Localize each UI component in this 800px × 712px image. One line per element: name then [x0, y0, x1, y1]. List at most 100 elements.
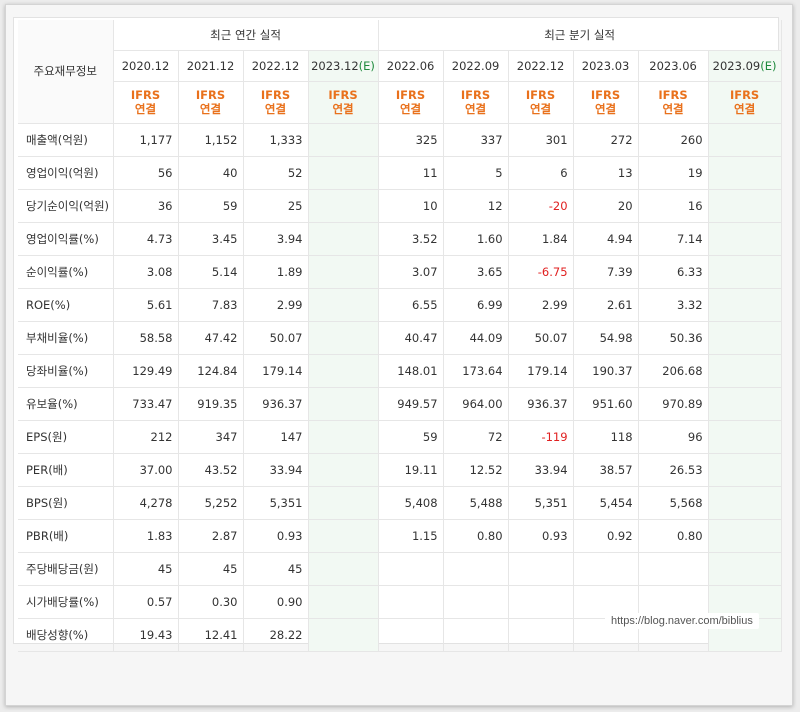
table-row: 배당성향(%) 19.43 12.41 28.22 [18, 618, 782, 652]
value-cell [708, 419, 782, 454]
value-cell: 1.15 [378, 519, 444, 553]
value-cell [308, 585, 379, 619]
period-date: 2022.09 [451, 58, 500, 73]
row-label: 유보율(%) [18, 387, 114, 421]
value-cell: 0.80 [638, 519, 709, 553]
row-label: 영업이익률(%) [18, 221, 114, 256]
value-cell: 40.47 [378, 320, 444, 355]
value-cell: 5,488 [443, 486, 509, 520]
row-label: BPS(원) [18, 486, 114, 520]
basis-header: IFRS 연결 [508, 81, 574, 124]
value-cell: 54.98 [573, 320, 639, 355]
period-date: 2022.12 [251, 58, 300, 73]
value-cell: 179.14 [243, 354, 309, 388]
value-cell: 50.07 [508, 320, 574, 355]
table-row: 부채비율(%) 58.58 47.42 50.07 40.47 44.09 50.07 54.… [18, 320, 782, 355]
value-cell: 936.37 [243, 387, 309, 421]
consolidated-label: 연결 [264, 102, 287, 116]
consolidated-label: 연결 [662, 102, 684, 116]
value-cell [638, 551, 709, 586]
value-cell: 337 [443, 122, 509, 157]
row-label: 당기순이익(억원) [18, 189, 114, 223]
value-cell: 6.55 [378, 288, 444, 322]
value-cell [378, 618, 444, 652]
period-date: 2023.12 [311, 58, 359, 73]
value-cell: 45 [243, 551, 309, 586]
table-row: 영업이익률(%) 4.73 3.45 3.94 3.52 1.60 1.84 4.94 7.14 [18, 221, 782, 256]
ifrs-label: IFRS [590, 88, 621, 102]
basis-header: IFRS 연결 [708, 81, 782, 124]
ifrs-label: IFRS [395, 88, 426, 102]
value-cell: 26.53 [638, 453, 709, 487]
table-row: 매출액(억원) 1,177 1,152 1,333 325 337 301 272 260 [18, 122, 782, 157]
value-cell: 1.60 [443, 221, 509, 256]
value-cell: 36 [113, 189, 179, 223]
value-cell: 2.61 [573, 288, 639, 322]
table-body: 매출액(억원) 1,177 1,152 1,333 325 337 301 272 260 영업이… [18, 122, 782, 652]
value-cell: 0.80 [443, 519, 509, 553]
value-cell: 19.43 [113, 618, 179, 652]
value-cell [573, 551, 639, 586]
corner-label: 주요재무정보 [18, 20, 114, 124]
value-cell: 38.57 [573, 453, 639, 487]
ifrs-label: IFRS [525, 88, 556, 102]
value-cell: 37.00 [113, 453, 179, 487]
value-cell: 12 [443, 189, 509, 223]
value-cell: 148.01 [378, 354, 444, 388]
value-cell [308, 387, 379, 421]
value-cell: 12.52 [443, 453, 509, 487]
value-cell [708, 156, 782, 190]
value-cell [508, 551, 574, 586]
value-cell [308, 618, 379, 652]
value-cell: 25 [243, 189, 309, 223]
value-cell: 20 [573, 189, 639, 223]
basis-header: IFRS 연결 [638, 81, 709, 124]
value-cell: 301 [508, 122, 574, 157]
value-cell: -119 [508, 419, 574, 454]
value-cell: 5.61 [113, 288, 179, 322]
value-cell: 1.89 [243, 255, 309, 289]
value-cell: 58.58 [113, 320, 179, 355]
row-label: PBR(배) [18, 519, 114, 553]
table-row: 당기순이익(억원) 36 59 25 10 12 -20 20 16 [18, 189, 782, 223]
value-cell: 129.49 [113, 354, 179, 388]
row-label: 시가배당률(%) [18, 585, 114, 619]
value-cell: 33.94 [243, 453, 309, 487]
value-cell [508, 585, 574, 619]
value-cell: 212 [113, 419, 179, 454]
row-label: 매출액(억원) [18, 122, 114, 157]
value-cell: 5,252 [178, 486, 244, 520]
basis-header: IFRS 연결 [443, 81, 509, 124]
value-cell: 118 [573, 419, 639, 454]
value-cell: 260 [638, 122, 709, 157]
value-cell: 19 [638, 156, 709, 190]
value-cell [708, 221, 782, 256]
value-cell: 5,454 [573, 486, 639, 520]
consolidated-label: 연결 [464, 102, 487, 116]
value-cell [638, 585, 709, 619]
value-cell [443, 551, 509, 586]
period-header: 2023.06 [638, 50, 709, 82]
value-cell [308, 189, 379, 223]
value-cell: 733.47 [113, 387, 179, 421]
value-cell: 2.99 [243, 288, 309, 322]
value-cell: 6 [508, 156, 574, 190]
value-cell: 5,351 [243, 486, 309, 520]
table-row: EPS(원) 212 347 147 59 72 -119 118 96 [18, 419, 782, 454]
value-cell: 1.83 [113, 519, 179, 553]
value-cell: 0.90 [243, 585, 309, 619]
header-date-row: 2020.12 2021.12 2022.12 2023.12(E) 2022.06 20… [18, 50, 782, 82]
period-date: 2022.12 [516, 58, 565, 73]
consolidated-label: 연결 [594, 102, 617, 116]
ifrs-label: IFRS [658, 88, 688, 102]
value-cell: 919.35 [178, 387, 244, 421]
value-cell: 347 [178, 419, 244, 454]
value-cell: 4,278 [113, 486, 179, 520]
value-cell: 50.36 [638, 320, 709, 355]
value-cell: 936.37 [508, 387, 574, 421]
value-cell: 7.14 [638, 221, 709, 256]
value-cell: 3.45 [178, 221, 244, 256]
value-cell: 0.92 [573, 519, 639, 553]
value-cell [708, 354, 782, 388]
period-header: 2023.03 [573, 50, 639, 82]
